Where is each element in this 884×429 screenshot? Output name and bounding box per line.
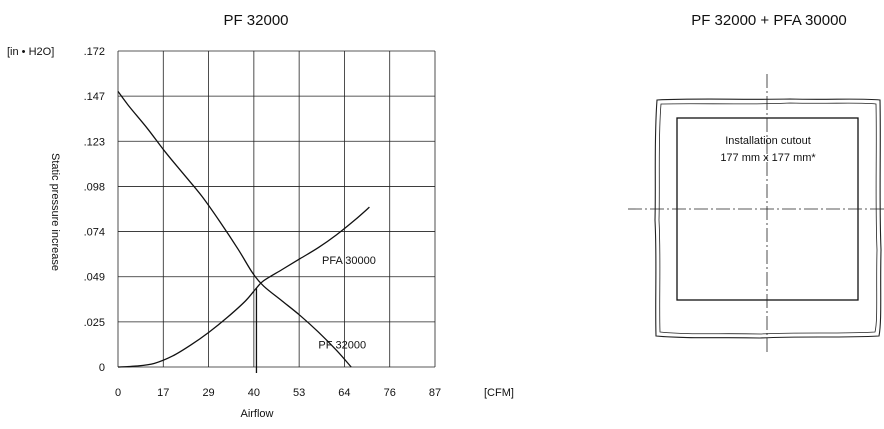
y-unit-label: [in • H2O] bbox=[7, 46, 54, 58]
series-line-pf-32000 bbox=[117, 91, 352, 368]
x-tick-label: 64 bbox=[338, 387, 350, 399]
y-tick-label: .147 bbox=[84, 91, 105, 103]
y-tick-label: .098 bbox=[84, 181, 105, 193]
installation-diagram: PF 32000 + PFA 30000 Installation cutout… bbox=[628, 12, 884, 352]
cutout-label-line2: 177 mm x 177 mm* bbox=[720, 152, 816, 164]
x-tick-label: 0 bbox=[115, 387, 121, 399]
pf32000-chart: PF 32000 0 .025 .049 .074 .098 .123 .147 .172 0… bbox=[7, 12, 514, 420]
chart-grid bbox=[117, 50, 436, 368]
y-tick-label: .049 bbox=[84, 272, 105, 284]
x-tick-label: 76 bbox=[384, 387, 396, 399]
chart-curves bbox=[117, 91, 370, 368]
rough-panel-outline bbox=[654, 98, 882, 339]
diagram-title: PF 32000 + PFA 30000 bbox=[691, 12, 847, 29]
rough-panel-outline-inner bbox=[658, 102, 878, 335]
x-tick-label: 87 bbox=[429, 387, 441, 399]
y-tick-label: .074 bbox=[84, 227, 105, 239]
x-unit-label: [CFM] bbox=[484, 387, 514, 399]
x-tick-label: 40 bbox=[248, 387, 260, 399]
y-tick-label: .123 bbox=[84, 136, 105, 148]
curve-annotations: PFA 30000 PF 32000 bbox=[318, 255, 375, 352]
x-axis-title: Airflow bbox=[240, 408, 273, 420]
y-tick-label: .025 bbox=[84, 317, 105, 329]
y-tick-label: 0 bbox=[99, 362, 105, 374]
cutout-label-line1: Installation cutout bbox=[725, 135, 811, 147]
series-annotation: PFA 30000 bbox=[322, 255, 376, 267]
series-line-pfa-30000 bbox=[117, 206, 370, 368]
y-tick-labels: 0 .025 .049 .074 .098 .123 .147 .172 bbox=[84, 46, 105, 374]
x-tick-label: 17 bbox=[157, 387, 169, 399]
x-tick-labels: 0 17 29 40 53 64 76 87 bbox=[115, 387, 441, 399]
series-annotation: PF 32000 bbox=[318, 340, 366, 352]
chart-title: PF 32000 bbox=[223, 12, 288, 29]
y-axis-title: Static pressure increase bbox=[49, 153, 61, 271]
y-tick-label: .172 bbox=[84, 46, 105, 58]
x-tick-label: 53 bbox=[293, 387, 305, 399]
x-tick-label: 29 bbox=[202, 387, 214, 399]
